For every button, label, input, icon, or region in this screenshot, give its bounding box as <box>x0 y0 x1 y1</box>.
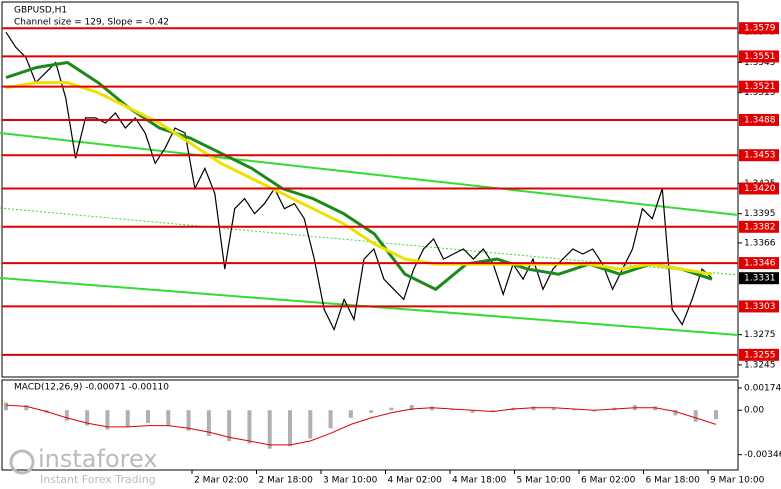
series-line <box>5 31 713 332</box>
macd-bar <box>490 410 495 412</box>
x-tick-label: 6 Mar 18:00 <box>646 476 701 486</box>
level-label: 1.3420 <box>739 182 779 195</box>
level-label-text: 1.3382 <box>744 222 776 232</box>
macd-bar <box>673 410 678 416</box>
macd-bar <box>430 406 434 411</box>
x-tick-label: 5 Mar 10:00 <box>517 476 572 486</box>
level-label-bg <box>739 257 779 270</box>
macd-bar <box>348 410 353 418</box>
x-tick-label: 2 Mar 18:00 <box>259 476 314 486</box>
level-label: 1.3255 <box>739 348 779 361</box>
macd-bar <box>592 410 597 412</box>
macd-bar <box>450 408 455 411</box>
level-label-bg <box>739 113 779 126</box>
y-tick-label: 1.3366 <box>744 238 776 248</box>
level-label-text: 1.3521 <box>744 82 776 92</box>
level-label-text: 1.3346 <box>744 259 776 269</box>
level-label-bg <box>739 182 779 195</box>
chart-title: GBPUSD,H1 <box>14 6 67 16</box>
level-label-text: 1.3551 <box>744 52 776 62</box>
series-line <box>5 81 713 276</box>
level-label-bg <box>739 80 779 93</box>
marks <box>4 31 718 449</box>
y-tick-label: 1.3245 <box>744 360 776 370</box>
macd-bar <box>572 408 576 411</box>
logo: instaforex Instant Forex Trading <box>9 445 158 486</box>
level-label: 1.3303 <box>739 300 779 313</box>
macd-bar <box>125 410 130 427</box>
level-label-text: 1.3255 <box>744 350 776 360</box>
level-label-text: 1.3303 <box>744 302 776 312</box>
x-tick-label: 3 Mar 10:00 <box>323 476 378 486</box>
macd-tick-label: 0.00174 <box>744 383 781 393</box>
y-tick-label: 1.3395 <box>744 209 776 219</box>
macd-bar <box>85 410 90 426</box>
x-tick-label: 2 Mar 02:00 <box>194 476 249 486</box>
logo-tagline: Instant Forex Trading <box>40 473 156 486</box>
level-label-text: 1.3453 <box>744 151 776 161</box>
macd-bar <box>288 410 292 447</box>
macd-bar <box>369 410 374 413</box>
level-label: 1.3382 <box>739 220 779 233</box>
y-tick-label: 1.3515 <box>744 88 776 98</box>
macd-bar <box>409 405 414 411</box>
level-label: 1.3346 <box>739 257 779 270</box>
macd-bar <box>531 406 536 411</box>
channel-upper <box>0 132 739 216</box>
macd-bar <box>105 410 110 430</box>
macd-tick-label: 0.00 <box>744 406 764 416</box>
level-label-bg <box>739 149 779 162</box>
macd-bar <box>64 410 69 421</box>
level-label-bg <box>739 300 779 313</box>
macd-bar <box>389 407 394 411</box>
macd-bar <box>24 405 29 411</box>
macd-bar <box>693 410 698 422</box>
x-tick-label: 6 Mar 02:00 <box>581 476 636 486</box>
level-label-text: 1.3579 <box>744 24 776 34</box>
macd-bar <box>206 410 211 436</box>
macd-bar <box>308 410 313 439</box>
macd-bar <box>227 410 232 442</box>
current-price-bg <box>739 272 779 285</box>
level-label: 1.3488 <box>739 113 779 126</box>
macd-bar <box>166 410 171 426</box>
y-tick-label: 1.3545 <box>744 58 776 68</box>
level-label-text: 1.3420 <box>744 184 776 194</box>
macd-bar <box>186 410 191 431</box>
x-tick-label: 9 Mar 10:00 <box>710 476 765 486</box>
level-label-bg <box>739 348 779 361</box>
current-price-label: 1.3331 <box>744 274 776 284</box>
x-tick-label: 4 Mar 02:00 <box>388 476 443 486</box>
macd-bar <box>470 410 475 413</box>
level-label-bg <box>739 50 779 63</box>
macd-bar <box>714 410 718 420</box>
level-label-bg <box>739 220 779 233</box>
macd-bar <box>267 410 272 449</box>
level-label: 1.3453 <box>739 149 779 162</box>
macd-panel <box>1 379 739 471</box>
chart-subtitle: Channel size = 129, Slope = -0.42 <box>14 18 169 28</box>
macd-tick-label: -0.00346 <box>744 450 781 460</box>
x-tick-label: 4 Mar 18:00 <box>452 476 507 486</box>
macd-bar <box>551 407 556 411</box>
level-label: 1.3579 <box>739 22 779 35</box>
macd-bar <box>653 406 658 411</box>
macd-bar <box>328 410 333 429</box>
y-tick-label: 1.3275 <box>744 330 776 340</box>
logo-name: instaforex <box>38 445 158 473</box>
macd-signal <box>5 404 717 446</box>
level-label: 1.3551 <box>739 50 779 63</box>
macd-title: MACD(12,26,9) -0.00071 -0.00110 <box>14 383 169 393</box>
price-panel <box>1 1 739 378</box>
macd-bar <box>4 402 8 411</box>
level-label: 1.3521 <box>739 80 779 93</box>
level-label-text: 1.3488 <box>744 115 776 125</box>
level-label-bg <box>739 22 779 35</box>
logo-icon <box>9 449 35 475</box>
macd-bar <box>146 410 150 424</box>
macd-bar <box>247 410 252 444</box>
